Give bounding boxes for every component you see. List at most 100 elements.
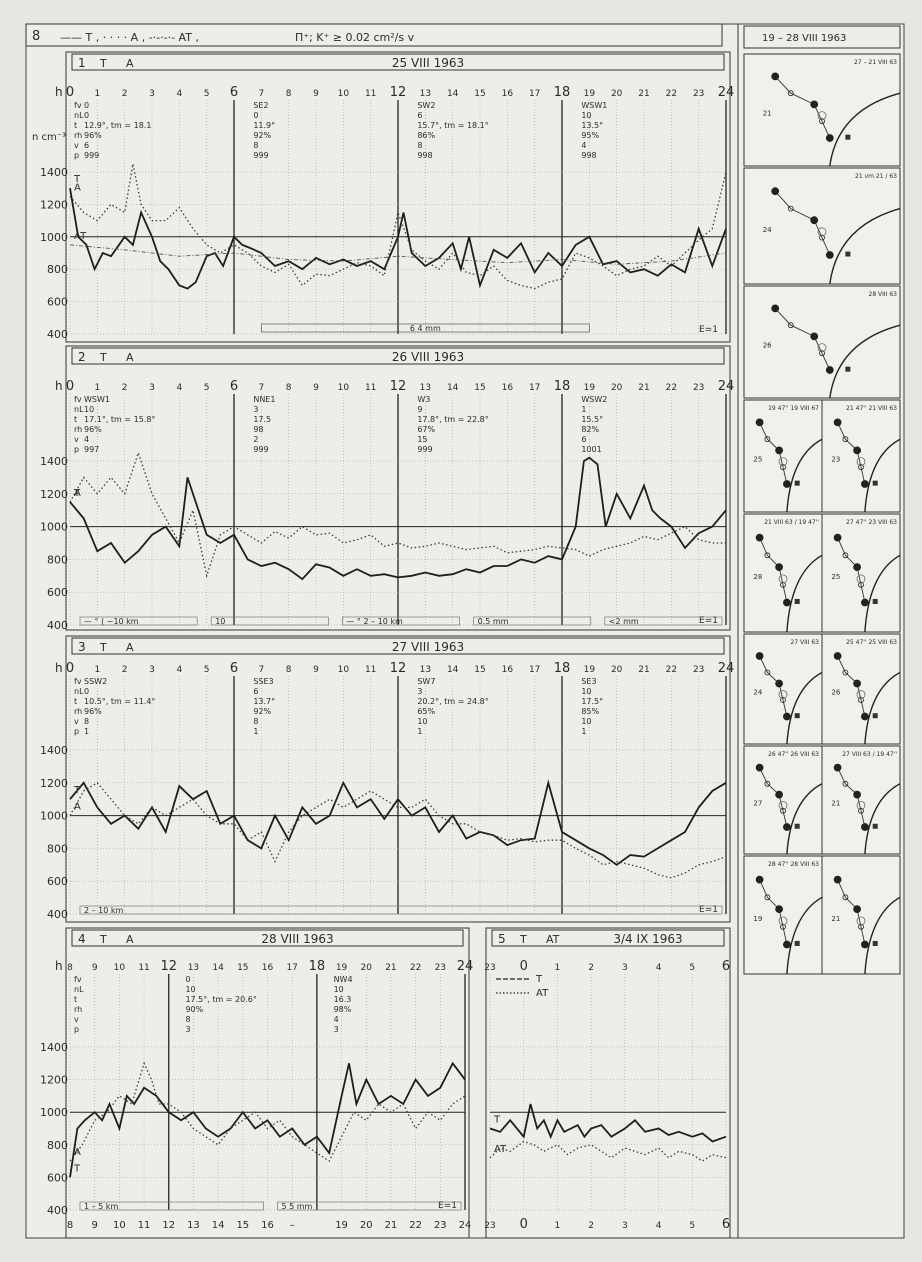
hour-tick-label: 24 bbox=[718, 661, 735, 676]
inset-frame bbox=[743, 633, 823, 745]
panel-code: A bbox=[126, 933, 134, 946]
inset-frame bbox=[821, 513, 901, 633]
hour-tick-label: 12 bbox=[390, 85, 407, 100]
bar-label: <2 mm bbox=[609, 617, 639, 626]
met-row-label: nL bbox=[74, 687, 84, 696]
met-value: 15.5° bbox=[581, 415, 603, 424]
hour-tick-label: 1 bbox=[94, 383, 100, 393]
bottom-hour-label: 23 bbox=[434, 1220, 447, 1231]
hour-tick-label: 14 bbox=[447, 89, 459, 99]
front-line bbox=[786, 783, 823, 855]
met-value: 4 bbox=[84, 435, 89, 444]
met-value: 998 bbox=[417, 151, 432, 160]
hour-tick-label: 10 bbox=[338, 383, 350, 393]
station-dot bbox=[775, 446, 783, 455]
station-dot bbox=[858, 807, 864, 814]
met-row-label: fv bbox=[74, 395, 82, 404]
station-dot bbox=[858, 464, 864, 471]
hour-tick-label: 3 bbox=[149, 383, 155, 393]
station-dot bbox=[783, 823, 791, 831]
hour-tick-label: 15 bbox=[474, 89, 485, 99]
station-dot bbox=[764, 552, 771, 559]
met-row-label: rh bbox=[74, 131, 82, 140]
station-dot bbox=[755, 652, 764, 660]
hour-tick-label: 2 bbox=[122, 89, 128, 99]
y-tick-label: 1000 bbox=[40, 1106, 68, 1119]
station-dot bbox=[783, 712, 791, 721]
met-value: WSW1 bbox=[84, 395, 110, 404]
hour-tick-label: 1 bbox=[94, 89, 100, 99]
station-dot bbox=[764, 780, 771, 787]
series-label: T bbox=[493, 1115, 501, 1126]
y-axis-label: n cm⁻³ bbox=[32, 132, 66, 143]
station-dot bbox=[775, 905, 783, 913]
series-label: T bbox=[73, 1163, 81, 1174]
panel-code: T bbox=[519, 933, 527, 946]
bottom-hour-label: 12 bbox=[162, 1220, 175, 1231]
station-circle bbox=[778, 916, 788, 926]
station-code: 21 bbox=[831, 799, 840, 807]
met-value: NW4 bbox=[334, 975, 353, 984]
met-value: 10 bbox=[581, 687, 591, 696]
units-text: Π⁺; K⁺ ≥ 0.02 cm²/s v bbox=[295, 31, 415, 44]
front-line bbox=[786, 438, 823, 513]
station-dot bbox=[833, 763, 842, 772]
met-value: 98 bbox=[253, 425, 263, 434]
hour-axis-label: h bbox=[55, 379, 63, 393]
station-dot bbox=[755, 875, 764, 884]
hour-tick-label: 3 bbox=[149, 665, 155, 675]
met-value: 4 bbox=[581, 141, 586, 150]
panel-code: A bbox=[126, 641, 134, 654]
met-value: SSE3 bbox=[253, 677, 273, 686]
hour-tick-label: 4 bbox=[176, 665, 182, 675]
bottom-hour-label: 23 bbox=[484, 1221, 495, 1231]
y-tick-label: 400 bbox=[47, 908, 68, 921]
series-line-a bbox=[69, 1061, 466, 1163]
visibility-bar bbox=[277, 1201, 462, 1211]
precip-bar bbox=[260, 323, 590, 333]
y-tick-label: 1000 bbox=[40, 521, 68, 534]
met-value: 17.8°, tm = 22.8° bbox=[417, 415, 488, 424]
met-value: W3 bbox=[417, 395, 430, 404]
panel-frame bbox=[65, 51, 731, 343]
panel-date: 27 VIII 1963 bbox=[392, 640, 464, 654]
met-value: 0 bbox=[84, 101, 89, 110]
hour-tick-label: 17 bbox=[529, 383, 540, 393]
hour-tick-label: 1 bbox=[555, 963, 561, 973]
y-tick-label: 600 bbox=[47, 1171, 68, 1184]
station-circle bbox=[856, 457, 866, 467]
hour-tick-label: 8 bbox=[67, 963, 73, 973]
series-line-at bbox=[489, 1140, 727, 1162]
station-dot bbox=[833, 875, 842, 884]
hour-tick-label: 9 bbox=[313, 665, 319, 675]
hour-tick-label: 4 bbox=[656, 963, 662, 973]
met-value: 10 bbox=[185, 985, 195, 994]
bar-label: — ° 2 – 10 km bbox=[346, 617, 403, 626]
bar-label: — ° ( ~10 km bbox=[84, 617, 139, 626]
y-tick-label: 1200 bbox=[40, 1074, 68, 1087]
station-dot bbox=[775, 563, 783, 571]
met-value: 8 bbox=[253, 141, 258, 150]
synoptic-map-inset: 27 26 47'' 26 VIII 63 bbox=[743, 745, 823, 855]
hour-tick-label: 3 bbox=[149, 89, 155, 99]
hour-tick-label: 5 bbox=[204, 89, 210, 99]
met-value: 997 bbox=[84, 445, 99, 454]
station-dot bbox=[755, 763, 764, 772]
scale-note: E=1 bbox=[699, 616, 718, 626]
met-value: 92% bbox=[253, 707, 271, 716]
station-dot bbox=[771, 304, 780, 313]
station-circle bbox=[817, 227, 827, 237]
y-tick-label: 800 bbox=[47, 1139, 68, 1152]
met-value: 85% bbox=[581, 707, 599, 716]
front-line bbox=[864, 438, 901, 513]
met-value: 0 bbox=[185, 975, 190, 984]
station-dot bbox=[853, 563, 861, 571]
hour-tick-label: 0 bbox=[66, 379, 74, 394]
station-circle bbox=[856, 690, 866, 699]
visibility-bar bbox=[604, 616, 723, 626]
station-square bbox=[794, 940, 800, 946]
station-square bbox=[845, 366, 851, 372]
hour-tick-label: 13 bbox=[420, 383, 431, 393]
series-label: T bbox=[73, 488, 81, 499]
